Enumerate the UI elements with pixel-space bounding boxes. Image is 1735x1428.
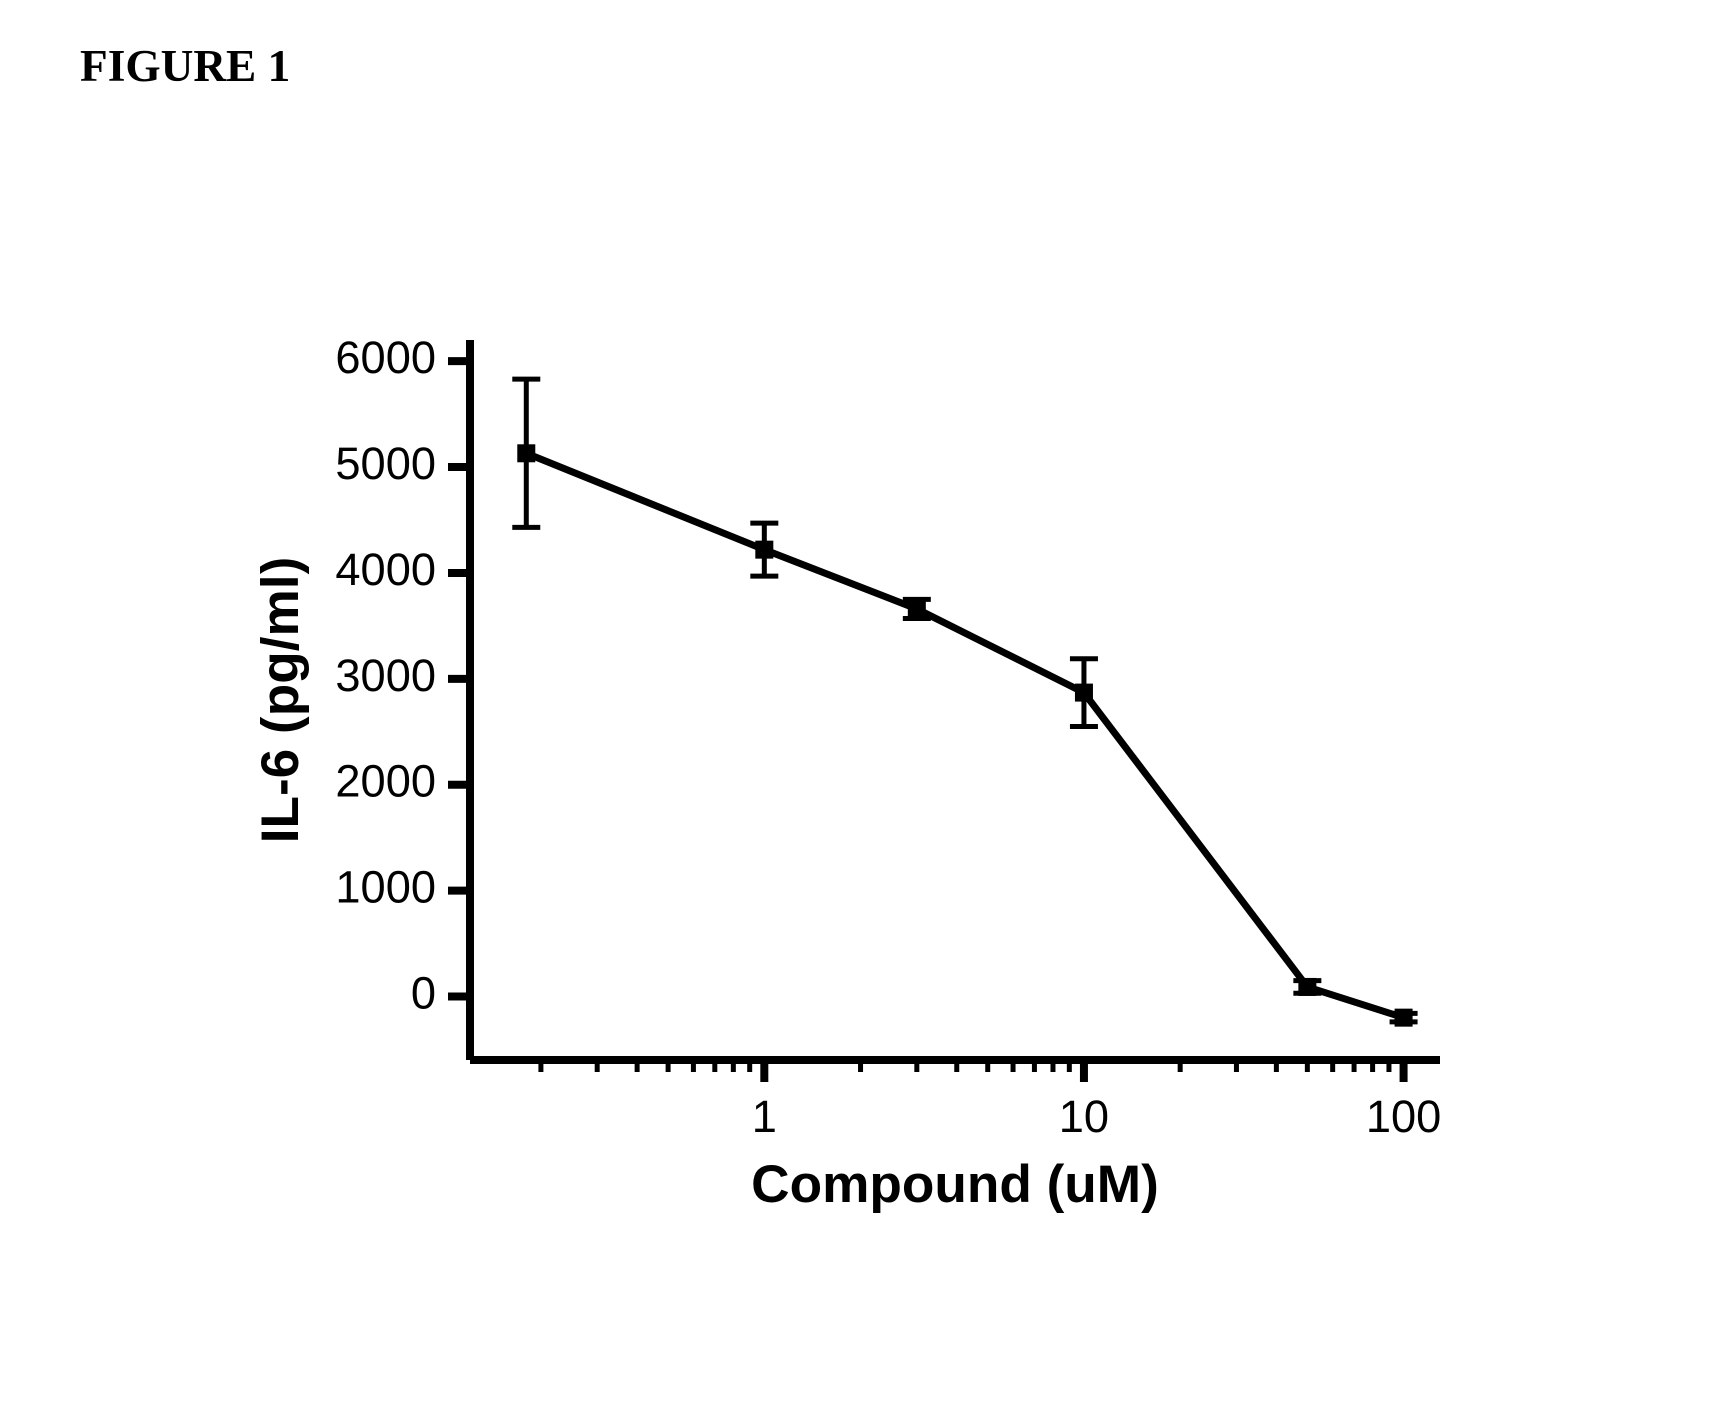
x-axis-title: Compound (uM) (751, 1155, 1159, 1214)
y-tick-label: 4000 (335, 544, 436, 595)
y-tick-label: 5000 (335, 438, 436, 489)
y-axis-title: IL-6 (pg/ml) (260, 557, 310, 844)
chart-container: 0 1000 2000 3000 4000 5000 6000 1 10 100 Compound … (260, 300, 1460, 1260)
y-tick-label: 3000 (335, 650, 436, 701)
data-marker (755, 541, 773, 559)
data-marker (1075, 684, 1093, 702)
y-tick-label: 0 (411, 967, 436, 1018)
x-tick-label: 1 (752, 1091, 777, 1142)
chart-svg: 0 1000 2000 3000 4000 5000 6000 1 10 100 Compound … (260, 300, 1460, 1260)
data-marker (1395, 1009, 1413, 1027)
data-marker (1298, 978, 1316, 996)
data-marker (517, 444, 535, 462)
figure-title: FIGURE 1 (80, 40, 290, 92)
data-marker (908, 600, 926, 618)
y-tick-label: 1000 (335, 862, 436, 913)
x-tick-label: 10 (1059, 1091, 1109, 1142)
plot-background (260, 300, 1460, 1260)
x-tick-label: 100 (1366, 1091, 1441, 1142)
y-tick-label: 6000 (335, 332, 436, 383)
y-tick-label: 2000 (335, 756, 436, 807)
